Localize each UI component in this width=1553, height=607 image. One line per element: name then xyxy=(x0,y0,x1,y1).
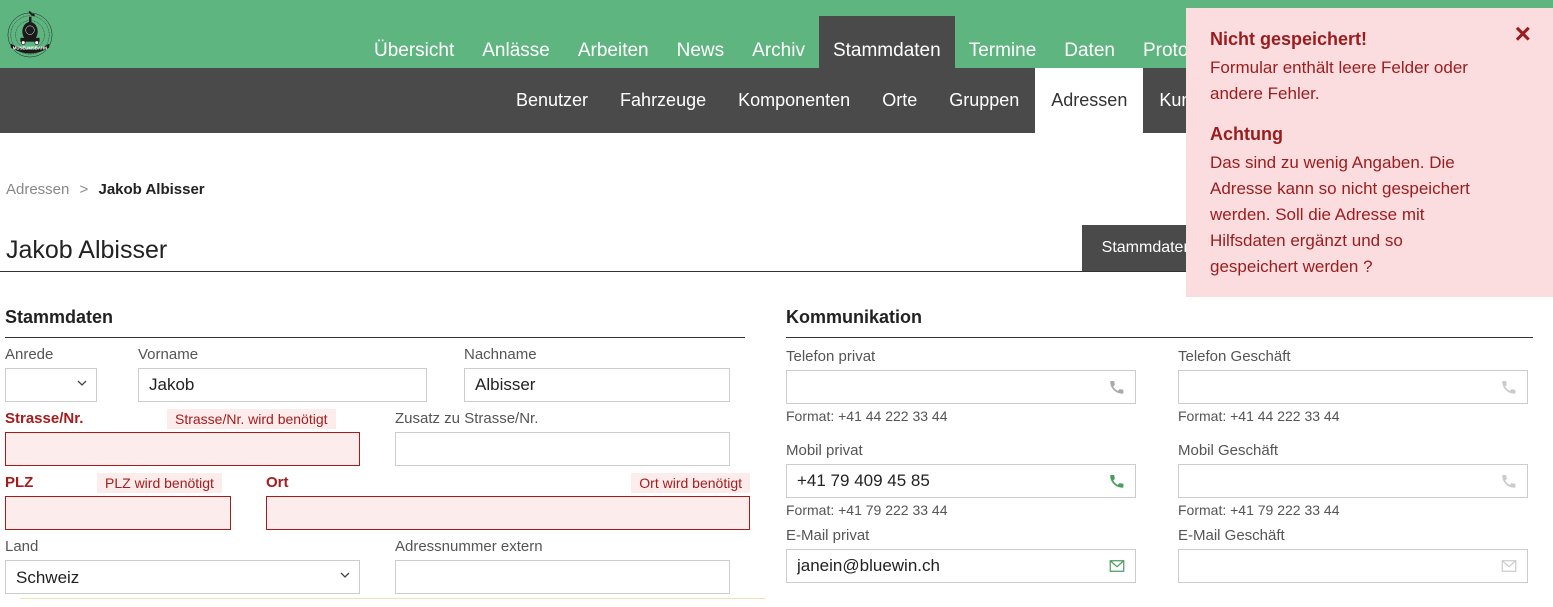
svg-text:MUSEUMSBAHN: MUSEUMSBAHN xyxy=(13,45,47,50)
